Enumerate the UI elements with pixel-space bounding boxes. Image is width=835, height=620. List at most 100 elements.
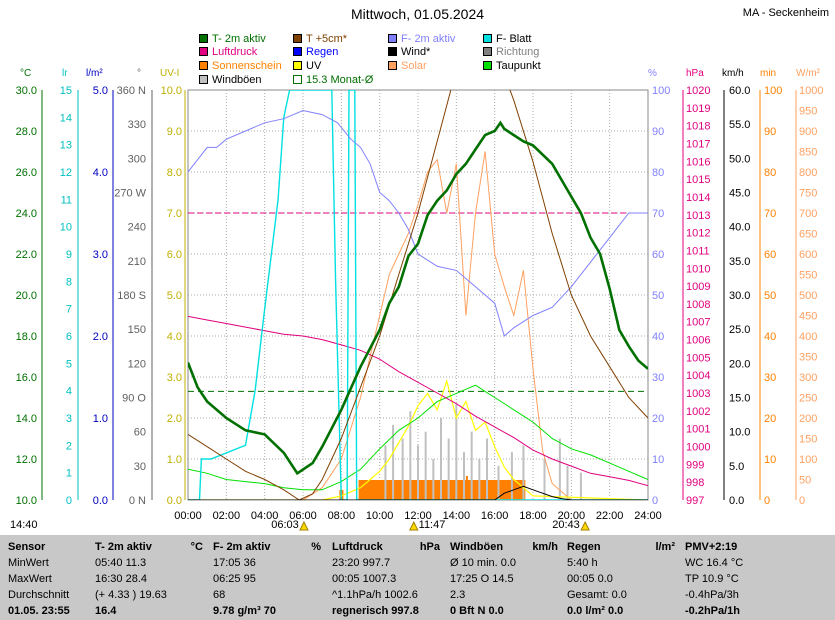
time-tick: 20:00 <box>558 510 586 522</box>
series-wind- <box>188 485 648 500</box>
legend-label: Windböen <box>212 74 262 86</box>
legend-label: Richtung <box>496 46 540 58</box>
minutes-axis-tick: 30 <box>764 372 776 384</box>
direction-axis-tick: 120 <box>128 358 146 370</box>
time-tick: 04:00 <box>251 510 279 522</box>
temp-axis-tick: 14.0 <box>16 413 37 425</box>
solar-axis-tick: 150 <box>799 434 817 446</box>
direction-axis-tick: 300 <box>128 153 146 165</box>
solar-noon-marker <box>408 520 419 531</box>
stat-cell: -0.4hPa/3h <box>685 589 739 601</box>
lr-axis-tick: 6 <box>66 331 72 343</box>
lr-axis-tick: 1 <box>66 468 72 480</box>
uv-axis-tick: 6.0 <box>167 249 182 261</box>
solar-axis-tick: 850 <box>799 147 817 159</box>
humidity-axis-tick: 40 <box>652 331 664 343</box>
wind-axis-tick: 30.0 <box>729 290 750 302</box>
legend-item: T- 2m aktiv <box>199 33 266 45</box>
wind-axis-tick: 0.0 <box>729 495 744 507</box>
solar-axis-tick: 50 <box>799 475 811 487</box>
legend-item: F- 2m aktiv <box>388 33 455 45</box>
legend-swatch <box>199 34 208 43</box>
stat-cell: Luftdruck <box>332 541 383 553</box>
pressure-axis-tick: 1002 <box>686 406 710 418</box>
legend-label: Luftdruck <box>212 46 258 58</box>
lr-axis-tick: 9 <box>66 249 72 261</box>
direction-axis-tick: 180 S <box>117 290 146 302</box>
uv-axis-tick: 2.0 <box>167 413 182 425</box>
pressure-axis-tick: 1014 <box>686 192 710 204</box>
legend-swatch <box>199 47 208 56</box>
lr-axis-tick: 3 <box>66 413 72 425</box>
direction-axis-tick: 330 <box>128 119 146 131</box>
legend-item: Solar <box>388 60 427 72</box>
legend-label: T- 2m aktiv <box>212 33 266 45</box>
stat-cell: 17:25 O 14.5 <box>450 573 514 585</box>
direction-axis-tick: 0 N <box>129 495 146 507</box>
temp-axis-tick: 16.0 <box>16 372 37 384</box>
sunrise-marker <box>299 520 309 531</box>
stat-cell: 06:25 95 <box>213 573 256 585</box>
axis-unit-label: ° <box>137 68 141 79</box>
wind-axis-tick: 45.0 <box>729 188 750 200</box>
lr-axis-tick: 13 <box>60 140 72 152</box>
minutes-axis-tick: 80 <box>764 167 776 179</box>
chart-title: Mittwoch, 01.05.2024 <box>350 6 485 22</box>
pressure-axis-tick: 1003 <box>686 388 710 400</box>
legend-item: Windböen <box>199 74 262 86</box>
stat-cell: 2.3 <box>450 589 466 601</box>
series-taupunkt <box>188 384 648 491</box>
pressure-axis-tick: 1019 <box>686 103 710 115</box>
minutes-axis-tick: 50 <box>764 290 776 302</box>
time-tick: 06:00 <box>289 510 317 522</box>
temp-axis-tick: 18.0 <box>16 331 37 343</box>
uv-axis-tick: 7.0 <box>167 208 182 220</box>
lr-axis-tick: 2 <box>66 440 72 452</box>
time-tick: 24:00 <box>634 510 662 522</box>
direction-axis-tick: 90 O <box>122 393 146 405</box>
time-tick: 00:00 <box>174 510 202 522</box>
solar-axis-tick: 200 <box>799 413 817 425</box>
legend-label: Wind* <box>401 46 431 58</box>
lr-axis-tick: 12 <box>60 167 72 179</box>
stat-cell: regnerisch 997.8 <box>332 605 419 617</box>
legend-item: Richtung <box>483 46 539 58</box>
temp-axis-tick: 20.0 <box>16 290 37 302</box>
time-tick: 14:00 <box>443 510 471 522</box>
solar-axis-tick: 900 <box>799 126 817 138</box>
pressure-axis-tick: 998 <box>686 477 704 489</box>
station-name: MA - Seckenheim <box>742 7 829 19</box>
solar-axis-tick: 600 <box>799 249 817 261</box>
humidity-axis-tick: 20 <box>652 413 664 425</box>
solar-axis-tick: 450 <box>799 311 817 323</box>
legend-label: Regen <box>306 46 339 58</box>
legend-label: Solar <box>401 60 427 72</box>
axis-unit-label: °C <box>20 68 32 79</box>
legend-item: Regen <box>293 46 338 58</box>
legend-swatch <box>293 47 302 56</box>
direction-axis-tick: 60 <box>134 427 146 439</box>
stat-cell: Gesamt: 0.0 <box>567 589 627 601</box>
stat-cell: Ø 10 min. 0.0 <box>450 557 517 569</box>
stat-cell: hPa <box>419 541 440 553</box>
pressure-axis-tick: 1005 <box>686 352 710 364</box>
minutes-axis-tick: 90 <box>764 126 776 138</box>
legend-item: Sonnenschein <box>199 60 282 72</box>
legend-swatch <box>483 34 492 43</box>
uv-axis-tick: 1.0 <box>167 454 182 466</box>
stat-cell: 0.0 l/m² 0.0 <box>567 605 624 617</box>
legend-swatch <box>483 61 492 70</box>
time-tick: 16:00 <box>481 510 509 522</box>
uv-axis-tick: 9.0 <box>167 126 182 138</box>
wind-axis-tick: 50.0 <box>729 153 750 165</box>
wind-axis-tick: 60.0 <box>729 85 750 97</box>
direction-axis-tick: 270 W <box>114 188 146 200</box>
minutes-axis-tick: 40 <box>764 331 776 343</box>
legend-swatch <box>293 61 302 70</box>
minutes-axis-tick: 20 <box>764 413 776 425</box>
solar-noon-marker-time: 11:47 <box>419 519 446 531</box>
humidity-axis-tick: 70 <box>652 208 664 220</box>
temp-axis-tick: 22.0 <box>16 249 37 261</box>
wind-axis-tick: 40.0 <box>729 222 750 234</box>
rain-axis-tick: 3.0 <box>93 249 108 261</box>
